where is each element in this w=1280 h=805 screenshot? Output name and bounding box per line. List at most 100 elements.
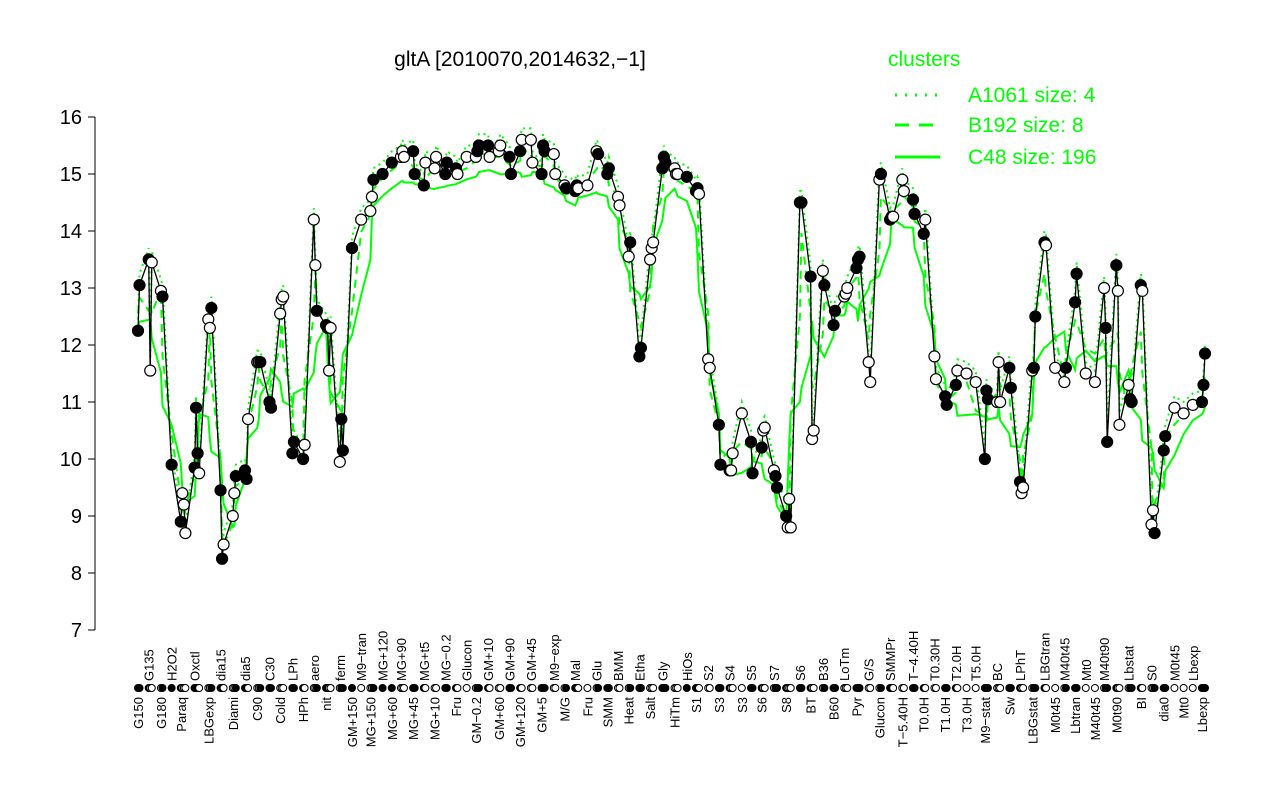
- x-marker: [910, 684, 919, 692]
- data-point: [755, 441, 768, 454]
- data-point: [287, 435, 301, 448]
- x-marker: [158, 684, 167, 692]
- data-point: [1168, 401, 1181, 414]
- x-marker: [772, 684, 781, 692]
- x-marker: [462, 684, 471, 692]
- x-tick-label: HPh: [296, 697, 311, 722]
- x-tick-label: T0.30H: [927, 638, 942, 681]
- x-marker: [432, 684, 441, 692]
- y-tick-label: 14: [60, 221, 82, 243]
- x-tick-label: S3: [735, 697, 750, 713]
- x-tick-label: S1: [689, 697, 704, 713]
- data-point: [274, 307, 287, 320]
- data-point: [692, 187, 706, 201]
- x-marker: [1150, 684, 1159, 692]
- x-tick-label: MG+150: [363, 697, 378, 747]
- x-axis: G150 G135 G180 H2O2 Paraq Oxctl LBGexp dia15 Dia…: [131, 631, 1210, 747]
- data-point: [336, 444, 349, 457]
- x-marker: [1103, 684, 1112, 692]
- x-marker: [574, 684, 583, 692]
- data-point: [853, 250, 866, 263]
- x-marker: [312, 684, 321, 692]
- data-point: [714, 458, 727, 471]
- x-marker: [649, 684, 658, 692]
- x-tick-label: S5: [744, 665, 759, 681]
- x-marker: [1006, 684, 1015, 692]
- x-marker: [244, 684, 253, 692]
- x-marker: [931, 684, 940, 692]
- data-point: [364, 204, 377, 218]
- data-point: [165, 458, 178, 471]
- x-marker: [1127, 684, 1136, 692]
- x-marker: [1051, 684, 1060, 692]
- x-marker: [207, 684, 216, 692]
- data-point: [264, 401, 278, 414]
- y-tick-label: 12: [60, 335, 82, 357]
- data-point: [439, 167, 452, 181]
- x-marker: [1042, 684, 1051, 692]
- x-marker: [820, 684, 829, 692]
- x-marker: [876, 684, 885, 692]
- data-point: [397, 150, 411, 163]
- y-tick-label: 9: [71, 506, 82, 528]
- x-tick-label: LBGstat: [1025, 697, 1040, 744]
- x-tick-label: GM+45: [524, 638, 539, 681]
- x-marker: [506, 684, 515, 692]
- x-marker: [147, 684, 156, 692]
- data-point: [504, 167, 518, 181]
- x-marker: [728, 684, 737, 692]
- data-point: [827, 318, 840, 332]
- data-point: [1070, 267, 1083, 280]
- x-marker: [760, 684, 769, 692]
- data-point: [514, 145, 527, 158]
- x-marker: [1188, 684, 1197, 692]
- x-marker: [167, 684, 176, 692]
- x-tick-label: M0t45: [1048, 697, 1063, 733]
- x-tick-label: aero: [307, 655, 322, 681]
- data-point: [969, 375, 982, 389]
- data-point: [365, 190, 378, 203]
- x-marker: [135, 684, 144, 692]
- x-marker: [695, 684, 704, 692]
- data-point: [780, 509, 793, 523]
- x-marker: [1072, 684, 1081, 692]
- x-marker: [496, 684, 505, 692]
- data-point: [286, 447, 299, 460]
- data-point: [1195, 395, 1209, 409]
- data-point: [897, 185, 910, 198]
- data-point: [744, 435, 758, 448]
- cluster-lines: [137, 127, 1206, 549]
- data-point: [735, 407, 748, 420]
- data-point: [1136, 284, 1149, 297]
- data-point: [309, 259, 322, 272]
- x-marker: [528, 684, 537, 692]
- data-point: [795, 196, 808, 209]
- x-tick-label: S4: [723, 665, 738, 681]
- x-marker: [866, 684, 875, 692]
- x-marker: [300, 684, 309, 692]
- x-marker: [1090, 684, 1099, 692]
- x-tick-label: nit: [319, 697, 334, 711]
- x-tick-label: MG+60: [385, 697, 400, 740]
- data-point: [807, 424, 820, 437]
- x-tick-label: Cold: [273, 697, 288, 724]
- x-tick-label: T1.0H: [938, 697, 953, 732]
- data-point: [949, 378, 962, 391]
- x-tick-label: Glu: [590, 661, 605, 681]
- data-point: [643, 253, 657, 266]
- data-point: [189, 401, 203, 414]
- data-point: [841, 281, 854, 295]
- x-tick-label: MG+120: [376, 631, 391, 681]
- x-marker: [705, 684, 714, 692]
- y-tick-label: 13: [60, 278, 82, 300]
- x-tick-label: Fru: [449, 697, 464, 717]
- x-marker: [962, 684, 971, 692]
- data-point: [174, 515, 187, 528]
- x-marker: [889, 684, 898, 692]
- x-marker: [517, 684, 526, 692]
- x-tick-label: G/S: [862, 658, 877, 681]
- x-marker: [899, 684, 908, 692]
- x-marker: [971, 684, 980, 692]
- x-marker: [266, 684, 275, 692]
